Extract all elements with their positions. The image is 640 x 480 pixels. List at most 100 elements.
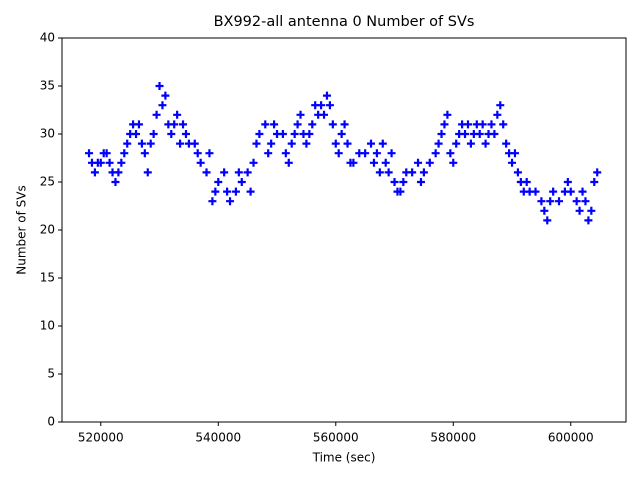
marker [155, 82, 164, 90]
marker [587, 206, 596, 215]
marker [120, 149, 129, 158]
marker [581, 197, 590, 206]
chart-title: BX992-all antenna 0 Number of SVs [214, 14, 475, 30]
x-tick-label: 560000 [313, 431, 359, 445]
y-tick-label: 25 [40, 175, 55, 189]
y-tick-label: 15 [40, 271, 55, 285]
y-tick-label: 40 [40, 31, 55, 45]
marker [278, 130, 287, 138]
y-tick-label: 10 [40, 319, 55, 333]
marker [170, 120, 179, 129]
marker [331, 139, 340, 148]
marker [231, 187, 240, 196]
marker [487, 120, 496, 129]
marker [543, 216, 552, 225]
marker [334, 149, 343, 158]
marker [123, 139, 132, 148]
y-tick-label: 20 [40, 223, 55, 237]
marker [508, 158, 517, 167]
marker [443, 110, 452, 119]
x-tick-label: 520000 [78, 431, 124, 445]
marker [408, 168, 417, 177]
marker [281, 149, 290, 158]
marker [381, 158, 390, 167]
marker [290, 130, 299, 138]
marker [575, 206, 584, 215]
marker [502, 139, 511, 148]
marker [337, 130, 346, 138]
marker [132, 130, 141, 138]
marker [434, 139, 443, 148]
marker [296, 110, 305, 119]
marker [478, 120, 487, 129]
marker [90, 168, 99, 177]
marker [475, 130, 484, 138]
marker [493, 110, 502, 119]
marker [378, 139, 387, 148]
marker [249, 158, 258, 167]
marker [513, 168, 522, 177]
marker [431, 149, 440, 158]
marker [208, 197, 217, 206]
marker [555, 197, 564, 206]
marker [267, 139, 276, 148]
marker [578, 187, 587, 196]
marker [499, 120, 508, 129]
marker [390, 178, 399, 186]
marker [205, 149, 214, 158]
marker [179, 120, 188, 129]
y-axis-label: Number of SVs [15, 185, 29, 274]
marker [117, 158, 126, 167]
marker [214, 178, 223, 186]
marker [496, 101, 505, 110]
marker [414, 158, 423, 167]
marker [481, 139, 490, 148]
marker [293, 120, 302, 129]
marker [167, 130, 176, 138]
y-tick-label: 0 [47, 415, 55, 429]
marker [111, 178, 120, 186]
marker [234, 168, 243, 177]
marker [540, 206, 549, 215]
marker [243, 168, 252, 177]
marker [322, 91, 331, 100]
x-tick-label: 540000 [195, 431, 241, 445]
marker [490, 130, 499, 138]
marker [510, 149, 519, 158]
marker [437, 130, 446, 138]
marker [399, 178, 408, 186]
marker [416, 178, 425, 186]
marker [425, 158, 434, 167]
x-axis-label: Time (sec) [312, 451, 376, 465]
x-tick-label: 580000 [430, 431, 476, 445]
marker [466, 139, 475, 148]
marker [137, 139, 146, 148]
marker [328, 120, 337, 129]
plot-frame [61, 37, 627, 423]
marker [270, 120, 279, 129]
marker [572, 197, 581, 206]
marker [531, 187, 540, 196]
marker [152, 110, 161, 119]
marker [173, 110, 182, 119]
marker [85, 149, 94, 158]
marker [372, 149, 381, 158]
marker [302, 139, 311, 148]
marker [461, 130, 470, 138]
marker [237, 178, 246, 186]
marker [105, 158, 114, 167]
marker [375, 168, 384, 177]
marker [546, 197, 555, 206]
y-tick-label: 35 [40, 79, 55, 93]
marker [549, 187, 558, 196]
marker [193, 149, 202, 158]
marker [563, 178, 572, 186]
marker [176, 139, 185, 148]
marker [246, 187, 255, 196]
marker [566, 187, 575, 196]
y-tick-label: 5 [47, 367, 55, 381]
marker [220, 168, 229, 177]
marker [287, 139, 296, 148]
marker [190, 139, 199, 148]
marker [261, 120, 270, 129]
